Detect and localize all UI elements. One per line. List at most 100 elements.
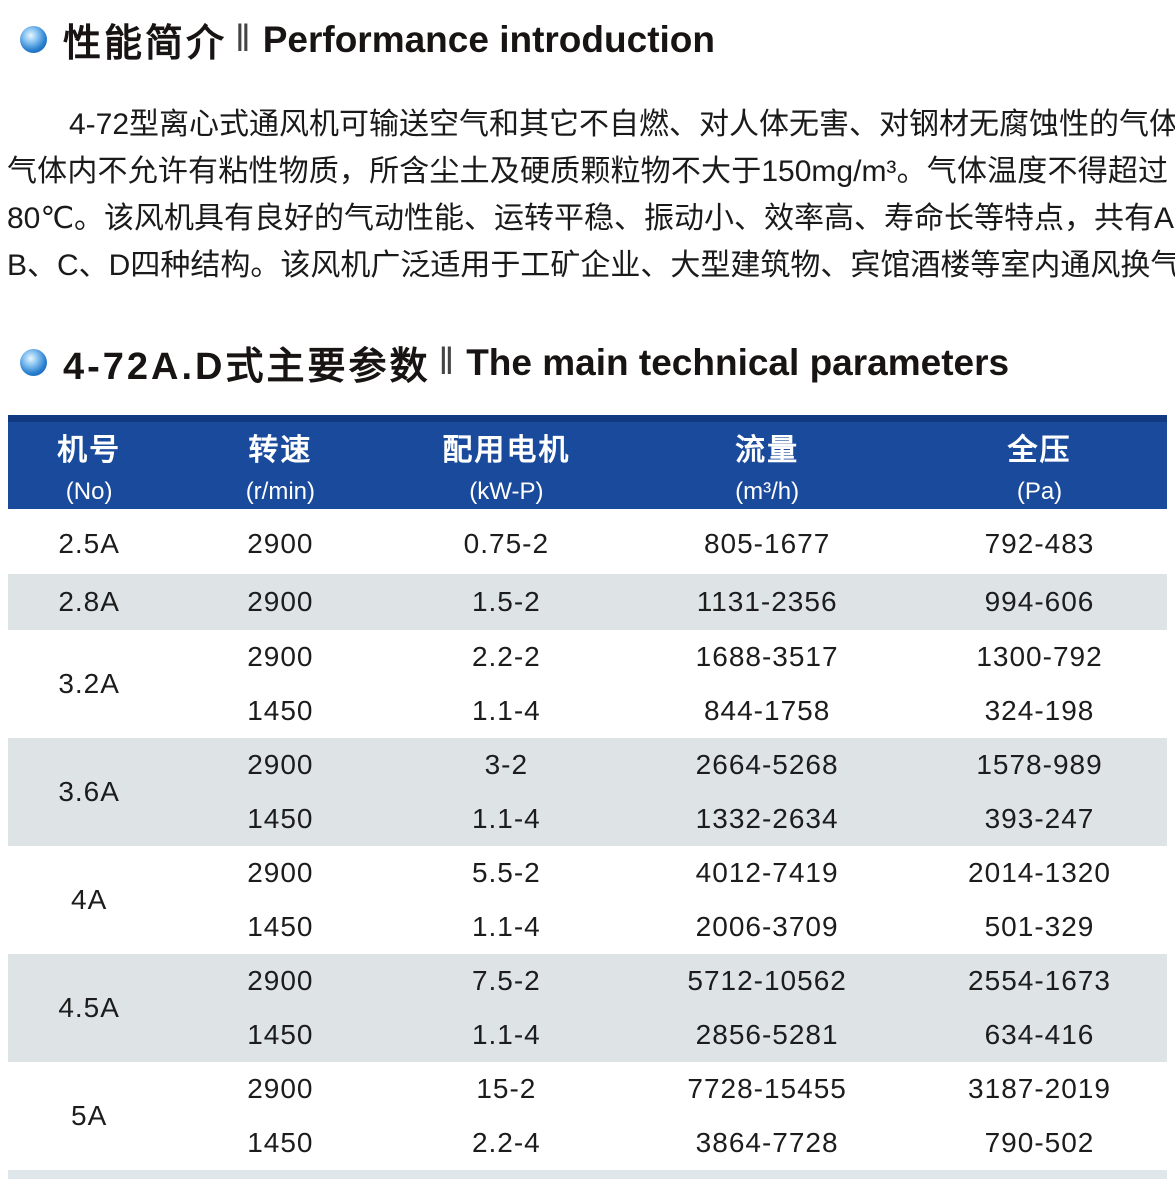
intro-line: 气体内不允许有粘性物质，所含尘土及硬质颗粒物不大于150mg/m³。气体温度不得… [7,155,1168,188]
table-header-row: 机号 (No) 转速 (r/min) 配用电机 (kW-P) 流量 (m³/h)… [8,418,1167,514]
motor-cell: 3-2 [390,737,623,792]
table-row: 1450 1.1-4 2006-3709 501-329 [8,899,1167,954]
parameters-table-wrap: 机号 (No) 转速 (r/min) 配用电机 (kW-P) 流量 (m³/h)… [8,415,1167,1179]
rpm-cell: 2900 [170,737,391,792]
section-header-performance: 性能简介 ‖ Performance introduction [20,12,1175,67]
flow-cell: 2856-5281 [622,1007,912,1062]
blue-sphere-bullet-icon [20,349,47,376]
table-row: 1450 1.1-4 844-1758 324-198 [8,683,1167,738]
motor-cell: 1.1-4 [390,899,623,954]
col-header-pressure: 全压 (Pa) [912,418,1167,514]
flow-cell: 844-1758 [622,683,912,738]
table-row: 2.5A 2900 0.75-2 805-1677 792-483 [8,511,1167,574]
rpm-cell: 2900 [170,629,391,684]
motor-cell: 0.75-2 [390,511,623,574]
rpm-cell: 2900 [170,845,391,900]
flow-cell: 1131-2356 [622,573,912,630]
col-header-motor: 配用电机 (kW-P) [390,418,623,514]
model-cell: 4A [8,845,171,954]
title-separator: ‖ [235,18,251,60]
title-separator: ‖ [438,341,455,383]
motor-cell: 2.2-2 [390,629,623,684]
model-cell: 2.8A [8,573,171,630]
intro-paragraph: 4-72型离心式通风机可输送空气和其它不自燃、对人体无害、对钢材无腐蚀性的气体。… [7,101,1175,289]
rpm-cell: 1450 [170,683,391,738]
flow-cell: 4012-7419 [622,845,912,900]
flow-cell: 1332-2634 [622,791,912,846]
table-row: 5A 2900 15-2 7728-15455 3187-2019 [8,1061,1167,1170]
section-title-en: The main technical parameters [466,341,1010,383]
table-row: 4A 2900 5.5-2 4012-7419 2014-1320 [8,845,1167,954]
rpm-cell: 2900 [170,573,391,630]
pressure-cell: 634-416 [912,1007,1167,1062]
table-row: 2.8A 2900 1.5-2 1131-2356 994-606 [8,573,1167,630]
pressure-cell: 790-502 [912,1115,1167,1170]
pressure-cell: 2014-1320 [912,845,1167,900]
table-row: 3.6A 2900 3-2 2664-5268 1578-989 [8,737,1167,846]
pressure-cell: 1300-792 [912,629,1167,684]
pressure-cell: 792-483 [912,511,1167,574]
intro-line: 80℃。该风机具有良好的气动性能、运转平稳、振动小、效率高、寿命长等特点，共有A… [7,202,1175,235]
next-row-partial-strip [8,1169,1167,1179]
rpm-cell: 2900 [170,511,391,574]
col-header-pressure-zh: 全压 [1007,434,1072,467]
flow-cell: 2006-3709 [622,899,912,954]
flow-cell: 7728-15455 [622,1061,912,1116]
col-header-no-zh: 机号 [57,434,122,467]
intro-line: 4-72型离心式通风机可输送空气和其它不自燃、对人体无害、对钢材无腐蚀性的气体。 [69,108,1175,141]
col-header-flow-zh: 流量 [735,434,800,467]
rpm-cell: 1450 [170,791,391,846]
model-cell: 3.6A [8,737,171,846]
rpm-cell: 1450 [170,899,391,954]
col-header-flow-en: (m³/h) [735,478,800,505]
col-header-no-en: (No) [65,478,113,505]
flow-cell: 805-1677 [622,511,912,574]
table-row: 4.5A 2900 7.5-2 5712-10562 2554-1673 [8,953,1167,1062]
col-header-speed-en: (r/min) [245,478,316,505]
blue-sphere-bullet-icon [20,26,47,53]
motor-cell: 2.2-4 [390,1115,623,1170]
flow-cell: 5712-10562 [622,953,912,1008]
pressure-cell: 501-329 [912,899,1167,954]
pressure-cell: 324-198 [912,683,1167,738]
flow-cell: 2664-5268 [622,737,912,792]
motor-cell: 1.1-4 [390,791,623,846]
table-row: 1450 1.1-4 2856-5281 634-416 [8,1007,1167,1062]
motor-cell: 1.5-2 [390,573,623,630]
motor-cell: 15-2 [390,1061,623,1116]
pressure-cell: 2554-1673 [912,953,1167,1008]
model-cell: 4.5A [8,953,171,1062]
table-row: 1450 2.2-4 3864-7728 790-502 [8,1115,1167,1170]
col-header-no: 机号 (No) [8,418,171,514]
flow-cell: 3864-7728 [622,1115,912,1170]
pressure-cell: 1578-989 [912,737,1167,792]
rpm-cell: 2900 [170,1061,391,1116]
section-header-parameters: 4-72A.D式主要参数 ‖ The main technical parame… [20,335,1175,390]
model-cell: 3.2A [8,629,171,738]
col-header-speed: 转速 (r/min) [170,418,391,514]
col-header-speed-zh: 转速 [248,434,313,467]
section-title-en: Performance introduction [262,18,715,60]
section-title-zh: 性能简介 [63,23,228,65]
motor-cell: 1.1-4 [390,683,623,738]
model-cell: 5A [8,1061,171,1170]
rpm-cell: 2900 [170,953,391,1008]
parameters-table: 机号 (No) 转速 (r/min) 配用电机 (kW-P) 流量 (m³/h)… [8,415,1167,1170]
col-header-pressure-en: (Pa) [1016,478,1063,505]
col-header-motor-zh: 配用电机 [442,434,571,467]
motor-cell: 5.5-2 [390,845,623,900]
col-header-flow: 流量 (m³/h) [622,418,912,514]
table-row: 3.2A 2900 2.2-2 1688-3517 1300-792 [8,629,1167,738]
flow-cell: 1688-3517 [622,629,912,684]
pressure-cell: 994-606 [912,573,1167,630]
pressure-cell: 393-247 [912,791,1167,846]
col-header-motor-en: (kW-P) [469,478,544,505]
rpm-cell: 1450 [170,1007,391,1062]
table-row: 1450 1.1-4 1332-2634 393-247 [8,791,1167,846]
intro-line: B、C、D四种结构。该风机广泛适用于工矿企业、大型建筑物、宾馆酒楼等室内通风换气… [7,249,1175,282]
pressure-cell: 3187-2019 [912,1061,1167,1116]
motor-cell: 7.5-2 [390,953,623,1008]
motor-cell: 1.1-4 [390,1007,623,1062]
section-title-zh: 4-72A.D式主要参数 [63,346,431,388]
model-cell: 2.5A [8,511,171,574]
